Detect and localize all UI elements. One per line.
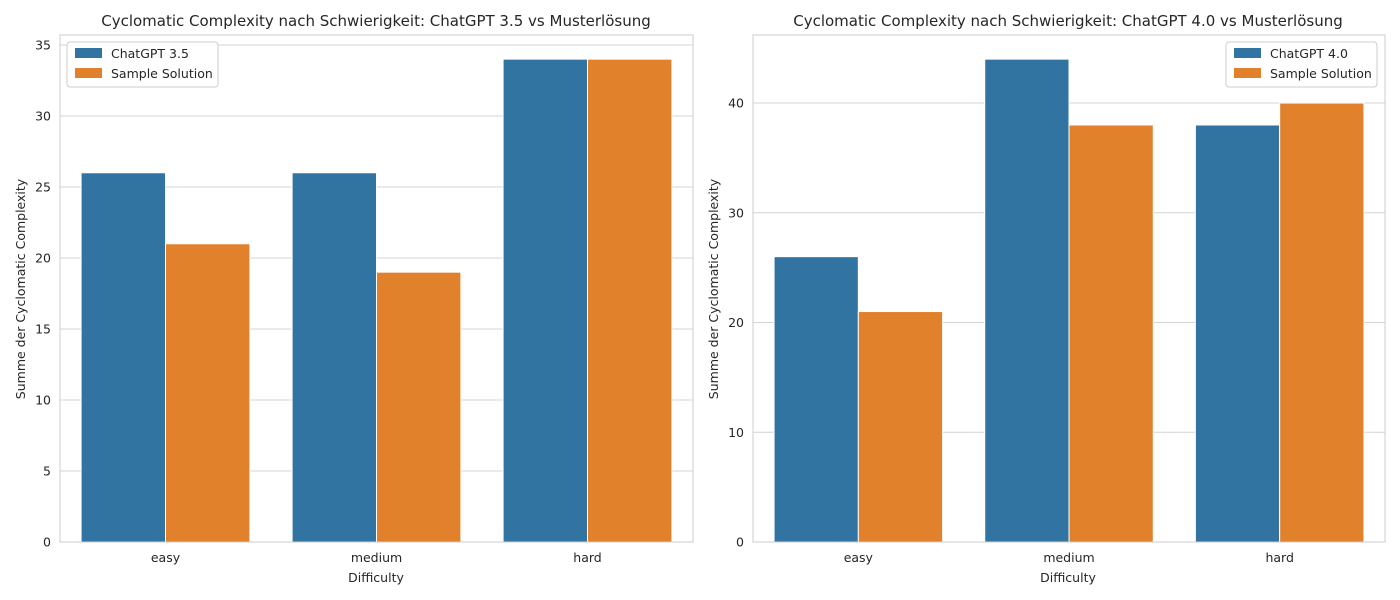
- y-tick-label: 10: [728, 425, 744, 440]
- legend: ChatGPT 4.0 Sample Solution: [1225, 41, 1378, 88]
- x-tick-label: medium: [351, 550, 402, 565]
- bar-medium-series-0: [984, 58, 1070, 543]
- bar-medium-series-1: [1068, 124, 1154, 543]
- y-tick-label: 15: [35, 321, 51, 336]
- legend-label: Sample Solution: [111, 66, 213, 81]
- plot-frame: [752, 34, 1386, 543]
- bar-hard-series-1: [1279, 102, 1365, 543]
- bar-easy-series-0: [773, 256, 859, 543]
- y-tick-label: 5: [43, 463, 51, 478]
- x-axis-label: Difficulty: [1040, 570, 1096, 585]
- legend-label: ChatGPT 3.5: [111, 46, 189, 61]
- y-axis-label: Summe der Cyclomatic Complexity: [13, 178, 28, 399]
- y-axis-label: Summe der Cyclomatic Complexity: [706, 178, 721, 399]
- x-axis-label: Difficulty: [348, 570, 404, 585]
- bar-hard-series-0: [1194, 124, 1281, 543]
- legend-swatch: [75, 48, 102, 58]
- x-tick-label: medium: [1043, 550, 1094, 565]
- bar-easy-series-0: [80, 172, 166, 543]
- legend-box: [1225, 41, 1378, 88]
- legend-label: Sample Solution: [1270, 66, 1372, 81]
- y-tick-label: 30: [35, 108, 51, 123]
- y-tick-label: 35: [35, 37, 51, 52]
- chart-chatgpt35: Cyclomatic Complexity nach Schwierigkeit…: [13, 12, 694, 585]
- y-tick-label: 0: [43, 535, 51, 550]
- x-tick-label: hard: [573, 550, 601, 565]
- x-tick-label: easy: [844, 550, 874, 565]
- y-tick-label: 30: [728, 205, 744, 220]
- bar-easy-series-1: [165, 243, 251, 543]
- y-tick-label: 20: [728, 315, 744, 330]
- legend-swatch: [1234, 68, 1261, 78]
- chart-title: Cyclomatic Complexity nach Schwierigkeit…: [101, 12, 651, 30]
- chart-title: Cyclomatic Complexity nach Schwierigkeit…: [793, 12, 1343, 30]
- y-tick-label: 0: [736, 535, 744, 550]
- legend: ChatGPT 3.5 Sample Solution: [66, 41, 219, 88]
- x-tick-label: easy: [151, 550, 181, 565]
- plot-frame: [59, 34, 694, 543]
- legend-swatch: [75, 68, 102, 78]
- legend-swatch: [1234, 48, 1261, 58]
- chart-chatgpt40: Cyclomatic Complexity nach Schwierigkeit…: [706, 12, 1386, 585]
- y-tick-label: 10: [35, 392, 51, 407]
- y-tick-label: 20: [35, 250, 51, 265]
- legend-label: ChatGPT 4.0: [1270, 46, 1348, 61]
- bar-hard-series-1: [587, 58, 673, 543]
- bar-easy-series-1: [857, 311, 944, 543]
- legend-box: [66, 41, 219, 88]
- y-tick-label: 25: [35, 179, 51, 194]
- bar-medium-series-1: [376, 271, 462, 543]
- y-tick-label: 40: [728, 96, 744, 111]
- x-tick-label: hard: [1265, 550, 1293, 565]
- bar-hard-series-0: [502, 58, 589, 543]
- bar-medium-series-0: [291, 172, 378, 543]
